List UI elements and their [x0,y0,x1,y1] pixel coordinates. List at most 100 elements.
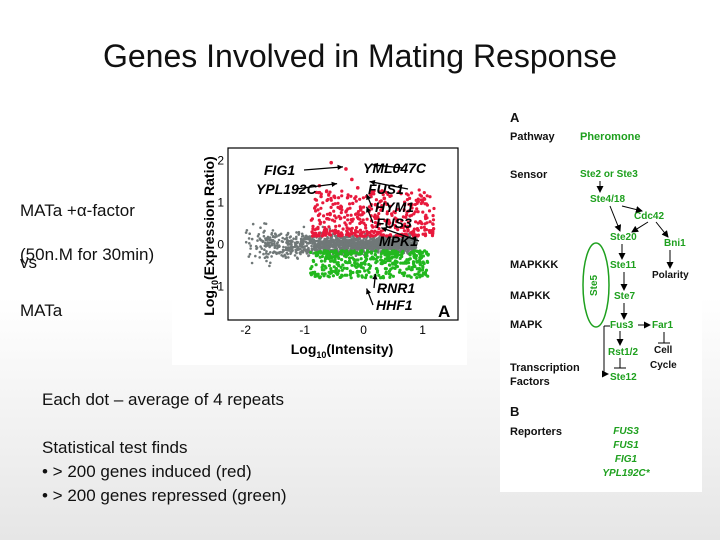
scatter-point-unchanged [266,256,269,259]
scatter-point-repressed [405,258,410,262]
scatter-point-induced [346,218,350,222]
scatter-point-repressed [322,274,326,278]
reporter-fus3: FUS3 [613,426,639,437]
scatter-point-induced [413,210,417,214]
scatter-point-induced [349,194,353,198]
scatter-point-unchanged [258,256,261,259]
scatter-point-unchanged [346,239,350,242]
scatter-point-repressed [323,256,328,261]
node-cell: Cell [654,345,673,356]
scatter-point-induced [355,215,359,219]
scatter-point-repressed [339,252,343,256]
scatter-point-unchanged [270,231,274,235]
scatter-point-induced [328,213,332,217]
scatter-point-repressed [393,266,397,270]
scatter-point-unchanged [379,241,382,244]
scatter-point-induced [344,209,348,213]
stat-test-text: Statistical test finds • > 200 genes ind… [42,436,287,508]
scatter-point-induced [370,224,374,228]
scatter-point-unchanged [293,254,297,257]
scatter-point-unchanged [373,244,376,247]
gene-arrowhead [366,288,371,295]
scatter-point-unchanged [404,240,407,244]
scatter-point-induced [431,214,435,218]
scatter-point-unchanged [295,235,298,239]
scatter-point-induced [364,226,368,230]
scatter-point-unchanged [304,234,308,238]
scatter-point-unchanged [327,246,331,250]
scatter-point-repressed [388,275,392,279]
scatter-point-repressed [329,249,333,254]
scatter-point-repressed [360,251,364,256]
scatter-point-unchanged [380,244,384,248]
scatter-point-unchanged [281,236,284,240]
scatter-point-induced [340,194,344,198]
gene-label-rnr1: RNR1 [377,280,415,296]
x-axis-label: Log10(Intensity) [291,341,394,360]
scatter-point-induced [319,192,323,196]
scatter-point-unchanged [296,257,299,260]
scatter-point-unchanged [338,243,342,247]
scatter-point-induced [327,225,331,229]
scatter-point-repressed [325,253,329,257]
scatter-point-unchanged [295,240,299,244]
scatter-point-unchanged [273,240,276,243]
scatter-point-induced [337,196,341,200]
node-fus3: Fus3 [610,320,634,331]
scatter-point-induced [404,192,409,196]
scatter-point-repressed [337,256,341,260]
scatter-point-unchanged [269,244,272,247]
scatter-point-unchanged [265,244,268,248]
scatter-point-induced [314,227,319,231]
scatter-point-induced [374,225,378,229]
scatter-point-repressed [309,267,313,271]
scatter-point-unchanged [393,238,396,241]
scatter-point-repressed [338,275,343,279]
scatter-point-induced [310,217,314,221]
scatter-point-repressed [332,251,336,255]
scatter-point-unchanged [358,237,362,240]
scatter-point-repressed [401,249,405,253]
scatter-point-unchanged [301,249,304,253]
scatter-point-unchanged [412,240,416,244]
scatter-point-repressed [394,263,398,267]
scatter-point-induced [314,198,319,202]
scatter-point-unchanged [332,246,335,249]
scatter-point-induced [348,227,352,231]
scatter-point-unchanged [343,238,346,241]
scatter-point-unchanged [335,238,339,242]
gene-label-hym1: HYM1 [375,199,414,215]
scatter-point-unchanged [267,252,270,256]
scatter-point-unchanged [286,240,289,243]
scatter-point-induced [430,231,434,235]
scatter-point-induced [414,220,418,224]
scatter-point-repressed [412,249,416,253]
scatter-point-repressed [407,274,411,278]
node-ste12: Ste12 [610,372,637,383]
scatter-point-unchanged [287,242,291,246]
scatter-point-induced [314,231,318,235]
scatter-point-unchanged [305,237,309,241]
scatter-point-unchanged [300,235,304,238]
scatter-point-induced [346,193,350,197]
scatter-point-unchanged [405,246,409,250]
scatter-point-unchanged [288,246,292,249]
scatter-point-unchanged [362,237,366,240]
scatter-point-repressed [418,256,422,260]
scatter-point-induced [325,217,329,221]
scatter-point-induced [343,221,347,225]
scatter-point-induced [410,206,414,210]
scatter-point-unchanged [370,238,373,241]
scatter-point-unchanged [256,239,259,242]
scatter-point-repressed [390,249,394,253]
gene-arrow [381,227,420,242]
scatter-point-unchanged [318,237,321,241]
scatter-point-unchanged [358,241,361,244]
scatter-point-unchanged [269,261,272,265]
scatter-point-induced [322,230,326,234]
scatter-point-induced [374,198,378,202]
scatter-point-unchanged [361,243,364,247]
scatter-point-unchanged [306,241,310,245]
scatter-point-repressed [317,250,321,254]
scatter-point-induced [340,234,344,238]
